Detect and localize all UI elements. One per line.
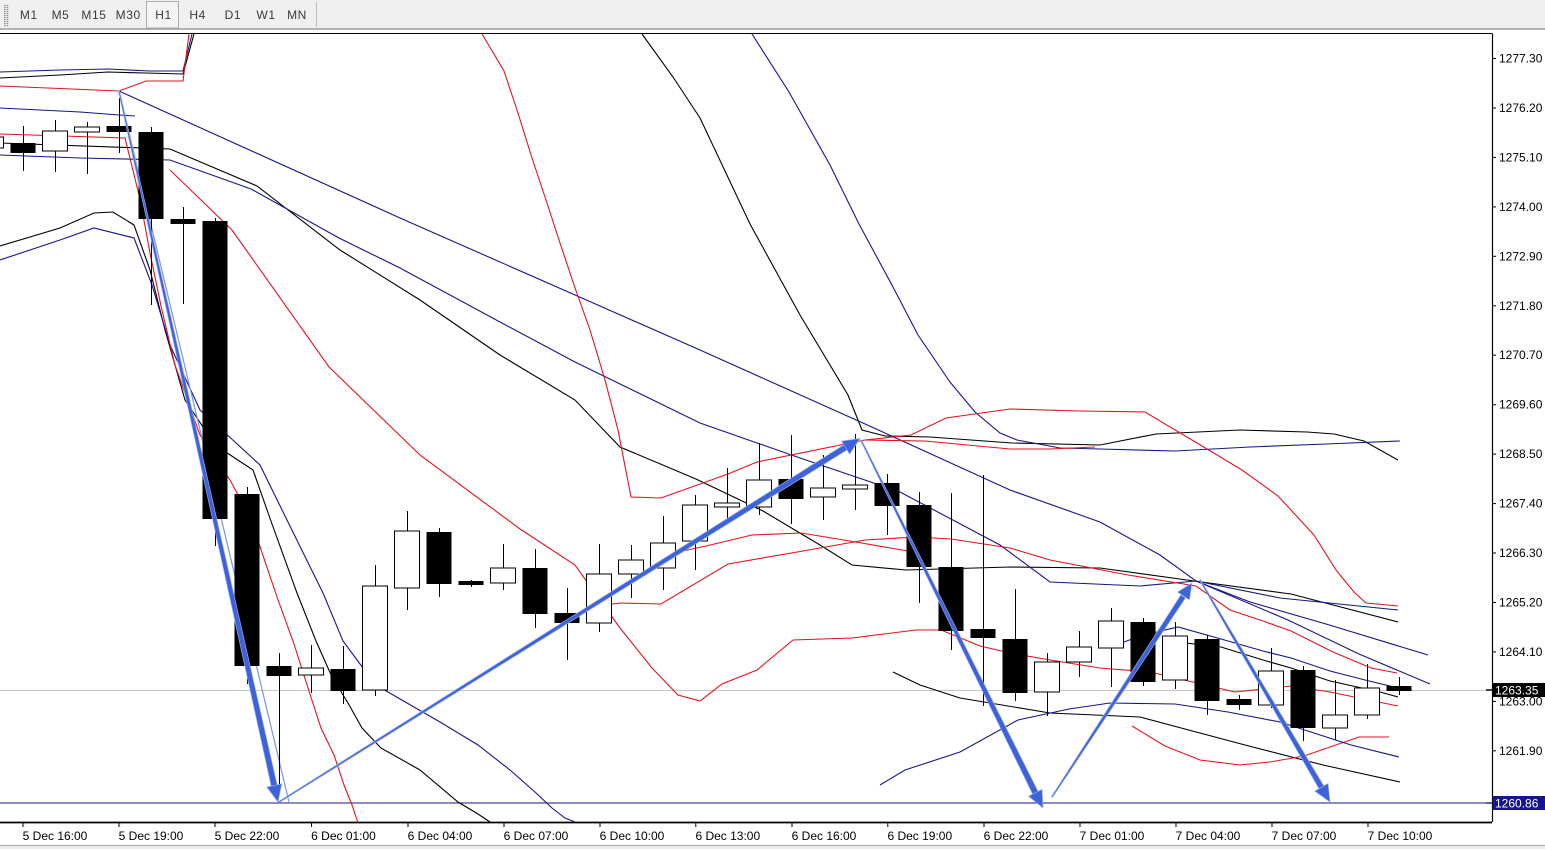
svg-text:M30: M30	[116, 8, 141, 22]
svg-text:7 Dec 01:00: 7 Dec 01:00	[1080, 829, 1145, 843]
svg-text:6 Dec 10:00: 6 Dec 10:00	[600, 829, 665, 843]
svg-text:1271.80: 1271.80	[1499, 299, 1543, 313]
svg-text:W1: W1	[256, 8, 275, 22]
svg-text:1263.00: 1263.00	[1499, 694, 1543, 708]
svg-text:1274.00: 1274.00	[1499, 200, 1543, 214]
svg-text:6 Dec 13:00: 6 Dec 13:00	[695, 829, 760, 843]
svg-text:D1: D1	[225, 8, 242, 22]
svg-text:M5: M5	[52, 8, 70, 22]
svg-text:1272.90: 1272.90	[1499, 249, 1543, 263]
svg-text:6 Dec 07:00: 6 Dec 07:00	[504, 829, 569, 843]
svg-text:5 Dec 19:00: 5 Dec 19:00	[119, 829, 184, 843]
svg-text:1276.20: 1276.20	[1499, 101, 1543, 115]
svg-text:M1: M1	[20, 8, 38, 22]
svg-text:1261.90: 1261.90	[1499, 744, 1543, 758]
svg-text:6 Dec 22:00: 6 Dec 22:00	[984, 829, 1049, 843]
svg-text:7 Dec 10:00: 7 Dec 10:00	[1368, 829, 1433, 843]
svg-text:5 Dec 16:00: 5 Dec 16:00	[23, 829, 88, 843]
svg-text:6 Dec 01:00: 6 Dec 01:00	[311, 829, 376, 843]
svg-text:1267.40: 1267.40	[1499, 497, 1543, 511]
svg-text:1269.60: 1269.60	[1499, 398, 1543, 412]
svg-text:6 Dec 16:00: 6 Dec 16:00	[792, 829, 857, 843]
svg-text:7 Dec 07:00: 7 Dec 07:00	[1272, 829, 1337, 843]
svg-text:1263.35: 1263.35	[1495, 684, 1539, 698]
svg-text:MN: MN	[287, 8, 307, 22]
svg-text:7 Dec 04:00: 7 Dec 04:00	[1176, 829, 1241, 843]
svg-text:1275.10: 1275.10	[1499, 150, 1543, 164]
svg-text:H1: H1	[155, 8, 172, 22]
svg-text:H4: H4	[189, 8, 206, 22]
svg-text:1266.30: 1266.30	[1499, 546, 1543, 560]
svg-text:1268.50: 1268.50	[1499, 447, 1543, 461]
svg-text:5 Dec 22:00: 5 Dec 22:00	[215, 829, 280, 843]
svg-text:1270.70: 1270.70	[1499, 348, 1543, 362]
svg-text:1277.30: 1277.30	[1499, 52, 1543, 66]
svg-text:M15: M15	[81, 8, 106, 22]
svg-text:6 Dec 19:00: 6 Dec 19:00	[887, 829, 952, 843]
svg-text:1264.10: 1264.10	[1499, 645, 1543, 659]
svg-text:1260.86: 1260.86	[1495, 797, 1539, 811]
svg-text:6 Dec 04:00: 6 Dec 04:00	[408, 829, 473, 843]
svg-text:1265.20: 1265.20	[1499, 596, 1543, 610]
